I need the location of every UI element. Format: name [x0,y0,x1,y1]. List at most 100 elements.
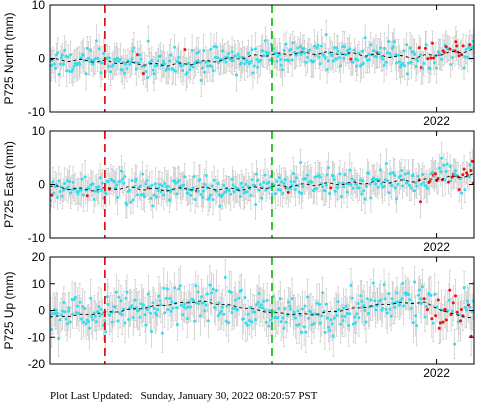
data-point [388,52,392,56]
data-point [175,192,179,196]
recent-point [459,319,463,323]
data-point [277,53,281,57]
recent-point [429,56,433,60]
data-point [329,318,333,322]
recent-point [470,159,474,163]
data-point [432,61,436,65]
data-point [331,174,335,178]
data-point [239,181,243,185]
data-point [156,189,160,193]
recent-point [183,48,187,52]
data-point [142,303,146,307]
data-point [306,55,310,59]
data-point [120,313,124,317]
y-axis-label: P725 East (mm) [2,141,16,228]
data-point [184,306,188,310]
data-point [372,178,376,182]
data-point [392,40,396,44]
data-point [327,325,331,329]
data-point [338,172,342,176]
data-point [144,69,148,73]
data-point [330,53,334,57]
data-point [380,182,384,186]
data-point [215,289,219,293]
data-point [100,181,104,185]
data-point [368,182,372,186]
recent-point [455,44,459,48]
recent-point [442,50,446,54]
data-point [391,301,395,305]
data-point [123,321,127,325]
recent-point [461,44,465,48]
recent-point [444,318,448,322]
data-point [133,298,137,302]
data-point [379,46,383,50]
data-point [363,308,367,312]
data-point [97,185,101,189]
recent-point [454,40,458,44]
y-tick-label: -10 [28,105,46,119]
data-point [220,305,224,309]
data-point [189,193,193,197]
data-point [216,314,220,318]
data-point [110,320,114,324]
data-point [256,65,260,69]
recent-point [286,190,290,194]
data-point [377,178,381,182]
data-point [402,49,406,53]
data-point [342,185,346,189]
data-point [400,297,404,301]
data-point [261,49,265,53]
data-point [91,182,95,186]
data-point [131,315,135,319]
data-point [64,187,68,191]
data-point [255,58,259,62]
data-point [239,61,243,65]
data-point [382,283,386,287]
data-point [382,184,386,188]
data-point [196,59,200,63]
data-point [414,64,418,68]
data-point [181,313,185,317]
recent-point [451,301,455,305]
data-point [419,301,423,305]
data-point [362,61,366,65]
data-point [373,299,377,303]
data-point [291,41,295,45]
data-point [127,188,131,192]
data-point [429,293,433,297]
data-point [138,184,142,188]
data-point [325,173,329,177]
data-point [149,196,153,200]
data-point [77,189,81,193]
data-point [409,306,413,310]
data-point [262,54,266,58]
data-point [63,310,67,314]
data-point [51,180,55,184]
data-point [97,305,101,309]
data-point [358,178,362,182]
panel-1-data [50,19,474,97]
data-point [213,306,217,310]
plot-frame [49,256,475,365]
data-point [63,48,67,52]
data-point [262,299,266,303]
data-point [221,49,225,53]
data-point [170,188,174,192]
data-point [119,169,123,173]
data-point [171,68,175,72]
data-point [381,57,385,61]
data-point [63,182,67,186]
recent-point [329,186,333,190]
data-point [468,305,472,309]
data-point [215,56,219,60]
data-point [238,195,242,199]
data-point [127,318,131,322]
data-point [300,192,304,196]
recent-point [459,308,463,312]
data-point [309,310,313,314]
recent-point [457,188,461,192]
data-point [93,57,97,61]
data-point [328,51,332,55]
data-point [198,314,202,318]
